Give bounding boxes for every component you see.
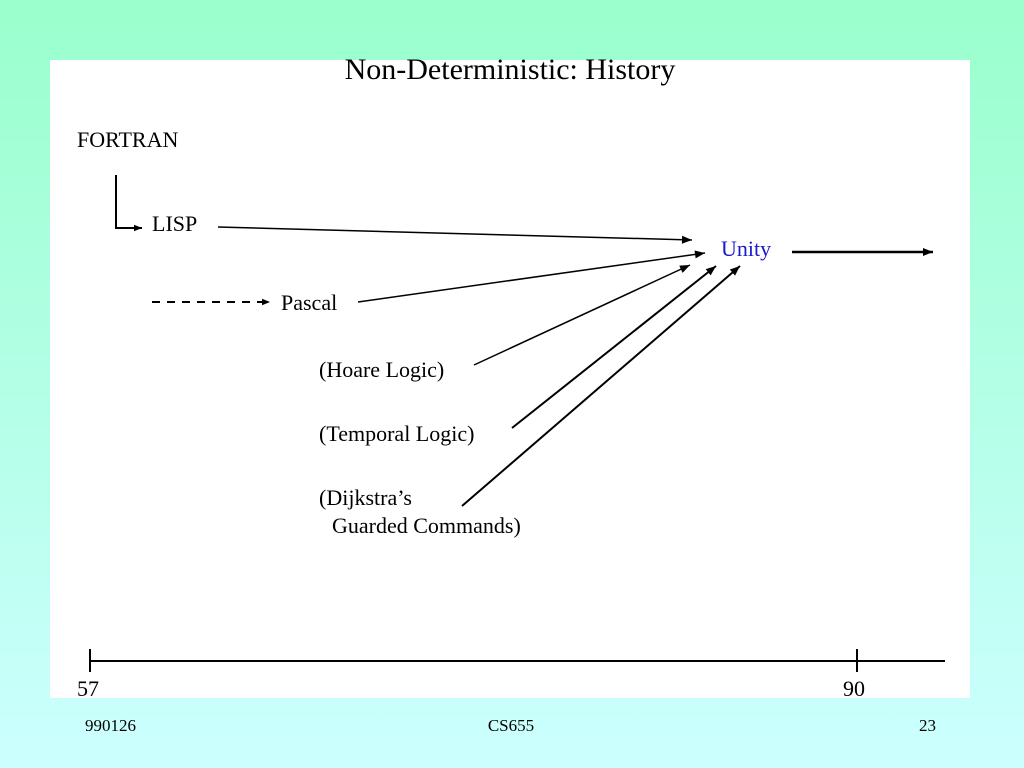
arrow [357, 250, 706, 303]
slide-title: Non-Deterministic: History [345, 53, 676, 86]
node-label: (Hoare Logic) [319, 357, 444, 382]
arrow [473, 264, 691, 366]
node-label: FORTRAN [77, 127, 178, 152]
content-panel [50, 60, 970, 698]
timeline-label: 57 [77, 676, 99, 701]
footer-center: CS655 [488, 716, 534, 735]
arrow [115, 175, 142, 232]
node-label: Unity [721, 236, 771, 261]
arrow [511, 265, 717, 429]
arrow [217, 226, 693, 244]
node-label: (Dijkstra’s [319, 485, 412, 510]
footer-right: 23 [919, 716, 936, 735]
node-label: Guarded Commands) [332, 513, 521, 538]
footer-left: 990126 [85, 716, 136, 735]
timeline-label: 90 [843, 676, 865, 701]
node-label: Pascal [281, 290, 337, 315]
node-label: (Temporal Logic) [319, 421, 474, 446]
node-label: LISP [152, 211, 197, 236]
arrow [461, 265, 741, 507]
